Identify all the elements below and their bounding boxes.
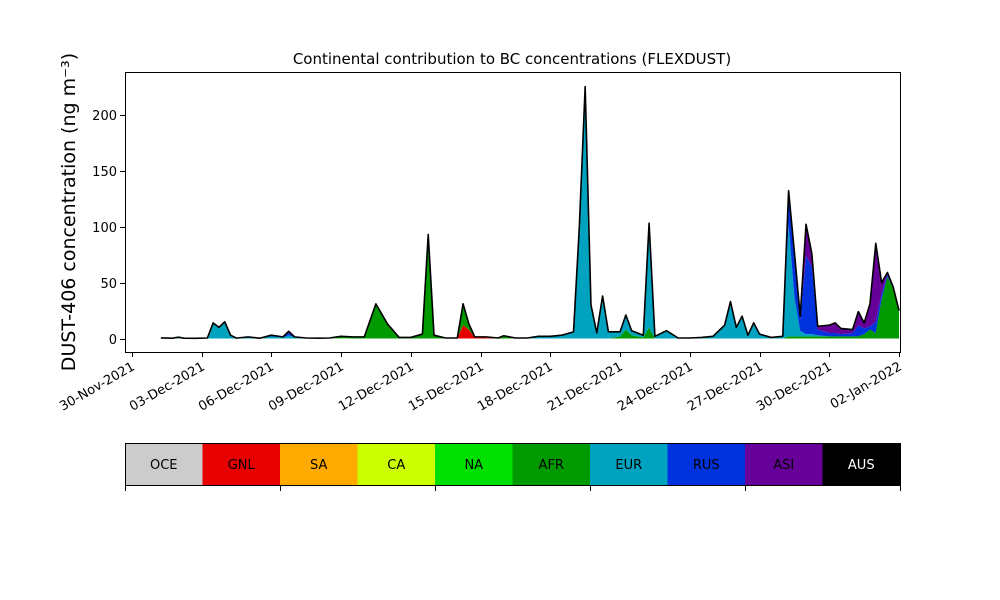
legend-label-afr: AFR: [539, 458, 564, 473]
x-tick-label: 30-Dec-2021: [754, 359, 834, 414]
x-tick-label: 24-Dec-2021: [615, 359, 695, 414]
x-tick-label: 27-Dec-2021: [685, 359, 765, 414]
y-tick-label: 150: [92, 165, 117, 180]
legend-swatch-sa: [280, 443, 358, 485]
plot-area: [125, 72, 901, 353]
legend-swatch-aus: [822, 443, 901, 485]
y-tick-label: 100: [92, 221, 117, 236]
x-tick-label: 06-Dec-2021: [196, 359, 276, 414]
legend-swatch-gnl: [202, 443, 281, 485]
y-tick-label: 50: [100, 277, 117, 292]
y-axis: 0 50 100 150 200: [92, 109, 125, 348]
y-tick-label: 200: [92, 109, 117, 124]
legend-colorbar: OCE GNL SA CA NA AFR EUR RUS ASI AUS: [125, 443, 901, 491]
x-tick-label: 03-Dec-2021: [127, 359, 207, 414]
legend-swatch-asi: [745, 443, 823, 485]
y-axis-label: DUST-406 concentration (ng m⁻³): [58, 53, 80, 371]
chart-title: Continental contribution to BC concentra…: [293, 50, 731, 68]
legend-label-sa: SA: [310, 458, 327, 473]
legend-frame: [125, 443, 901, 486]
legend-swatch-na: [435, 443, 513, 485]
legend-swatch-ca: [357, 443, 436, 485]
legend-label-rus: RUS: [693, 458, 720, 473]
legend-label-gnl: GNL: [228, 458, 256, 473]
legend-swatch-eur: [590, 443, 668, 485]
legend-label-eur: EUR: [615, 458, 642, 473]
x-tick-label: 09-Dec-2021: [266, 359, 346, 414]
plot-frame: [125, 72, 901, 353]
x-tick-label: 18-Dec-2021: [475, 359, 555, 414]
legend-label-asi: ASI: [773, 458, 794, 473]
legend-label-aus: AUS: [848, 458, 875, 473]
legend-label-na: NA: [464, 458, 483, 473]
legend-swatch-oce: [125, 443, 203, 485]
x-tick-label: 21-Dec-2021: [545, 359, 625, 414]
legend-label-ca: CA: [387, 458, 405, 473]
legend-swatch-afr: [512, 443, 591, 485]
x-tick-label: 02-Jan-2022: [828, 359, 905, 412]
y-tick-label: 0: [109, 333, 117, 348]
legend-swatch-rus: [667, 443, 746, 485]
x-tick-label: 15-Dec-2021: [406, 359, 486, 414]
x-tick-label: 12-Dec-2021: [336, 359, 416, 414]
total-concentration-line: [160, 85, 900, 340]
x-axis: 30-Nov-202103-Dec-202106-Dec-202109-Dec-…: [57, 352, 905, 415]
legend-label-oce: OCE: [150, 458, 178, 473]
